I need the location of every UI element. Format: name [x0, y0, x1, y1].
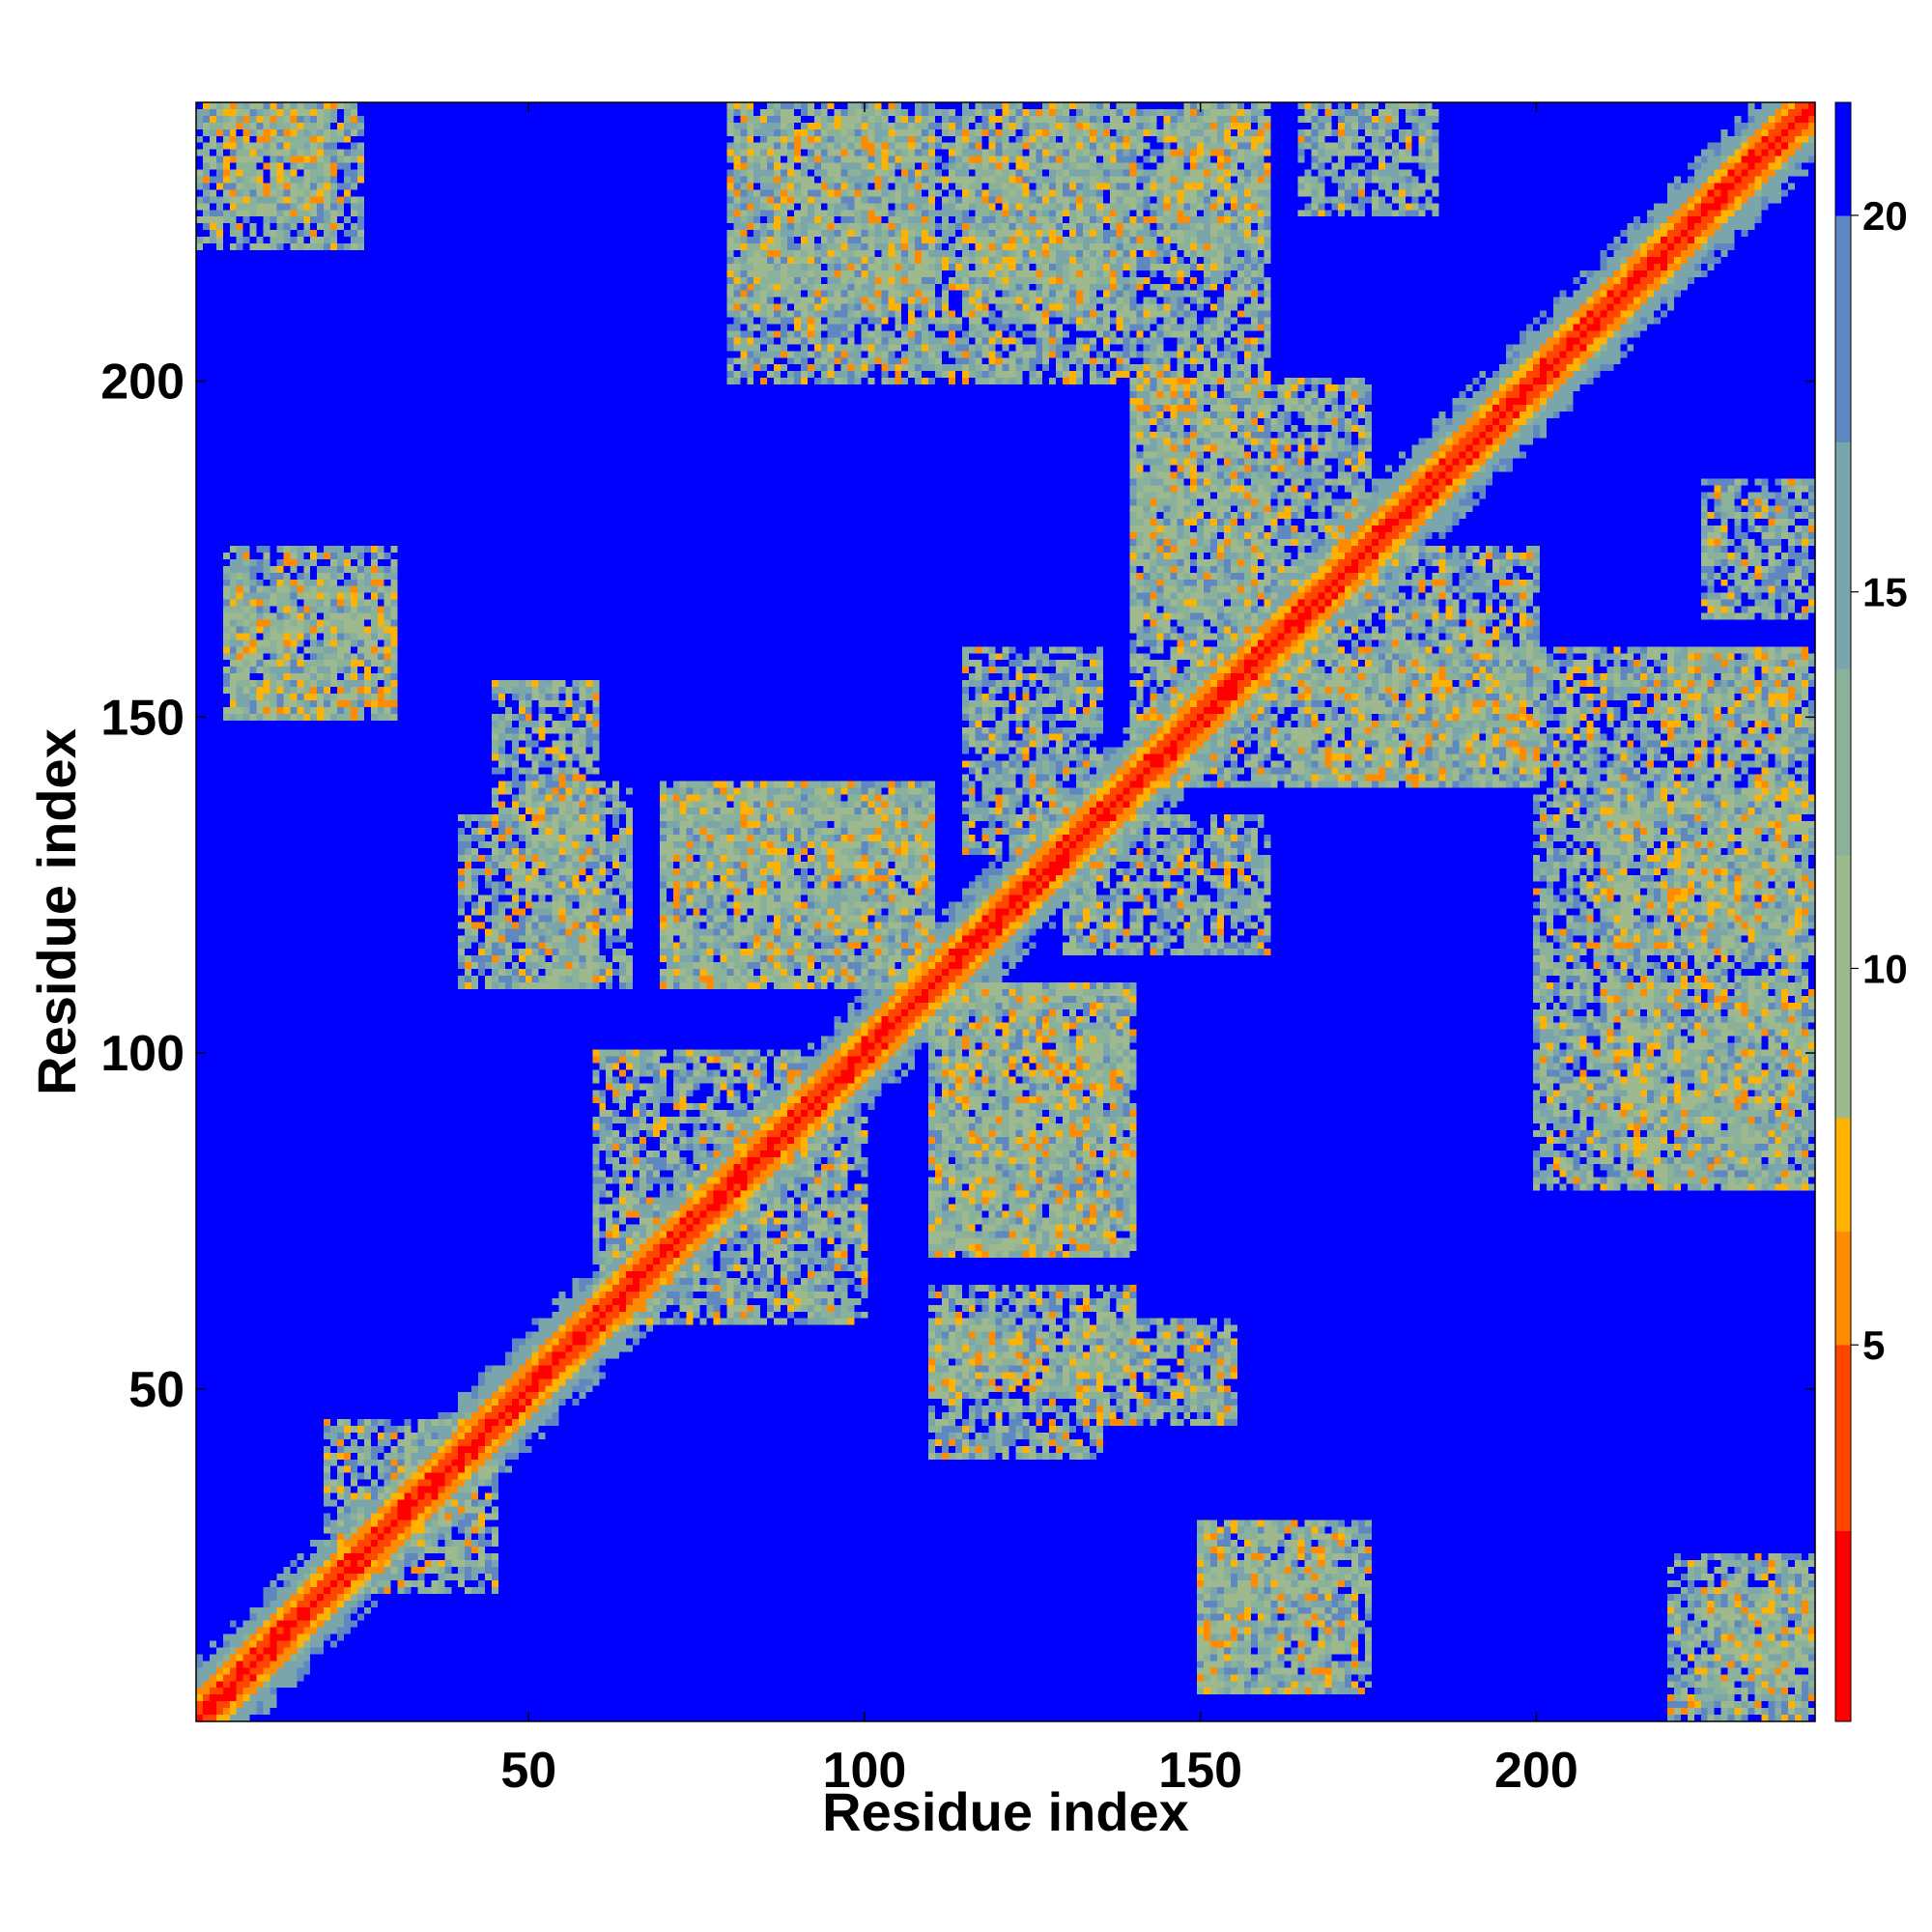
- x-tick-label: 100: [823, 1743, 907, 1799]
- plot-frame: [195, 101, 1816, 1722]
- x-axis-title: Residue index: [822, 1781, 1189, 1842]
- y-tick-label: 200: [100, 355, 185, 411]
- y-tick-label: 150: [100, 690, 185, 746]
- colorbar-frame: [1834, 101, 1852, 1722]
- x-tick-label: 50: [500, 1743, 556, 1799]
- x-tick-label: 150: [1158, 1743, 1242, 1799]
- colorbar-tick-label: 5: [1862, 1322, 1885, 1368]
- y-axis-title: Residue index: [26, 728, 87, 1095]
- y-tick-label: 100: [100, 1026, 185, 1082]
- colorbar: [1835, 102, 1851, 1721]
- heatmap: [196, 102, 1815, 1721]
- y-axis-ticks: 50 100 150 200: [100, 355, 1815, 1418]
- x-axis-ticks: 50 100 150 200: [500, 102, 1578, 1799]
- x-tick-label: 200: [1494, 1743, 1578, 1799]
- y-tick-label: 50: [128, 1362, 185, 1418]
- colorbar-tick-label: 15: [1862, 570, 1908, 615]
- colorbar-tick-label: 10: [1862, 946, 1908, 991]
- colorbar-tick-label: 20: [1862, 193, 1908, 239]
- colorbar-ticks: 5 10 15 20: [1851, 193, 1908, 1368]
